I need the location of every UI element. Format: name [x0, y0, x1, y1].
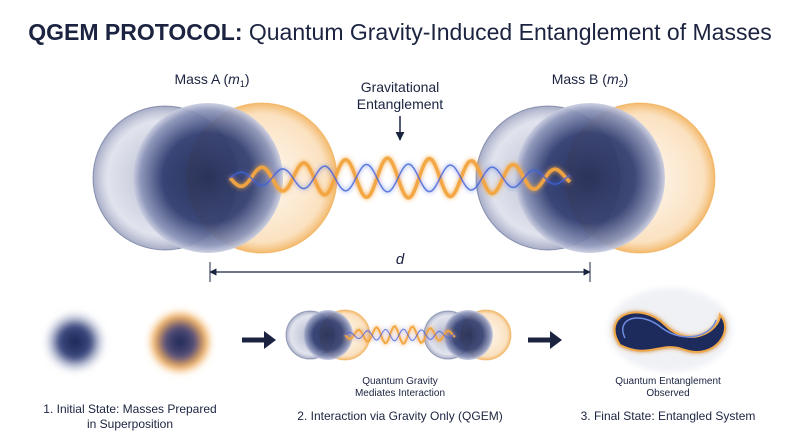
step-1-label-2: in Superposition [87, 417, 173, 431]
mass-a-suffix: ) [245, 71, 250, 87]
step-2-caption-1: Quantum Gravity [362, 376, 438, 387]
step-arrow-head [264, 331, 276, 349]
step-2-label: 2. Interaction via Gravity Only (QGEM) [297, 409, 502, 423]
mass-a-label: Mass A (m1) [174, 71, 249, 89]
entangled-system [608, 288, 732, 372]
mass-b [475, 102, 716, 254]
step-arrow-head [550, 331, 562, 349]
distance-label: d [396, 251, 405, 268]
step-3-label: 3. Final State: Entangled System [581, 409, 756, 423]
blue-mini-wave [344, 328, 456, 342]
mass-a-sphere [133, 103, 283, 253]
step-3-caption-2: Observed [646, 388, 689, 399]
step-3-caption-1: Quantum Entanglement [615, 376, 721, 387]
mass-b-sphere [515, 103, 665, 253]
superposition-b [146, 308, 214, 376]
mass-b-symbol: m [607, 71, 619, 87]
orange-wave [228, 156, 572, 200]
mass-b-label: Mass B (m2) [552, 71, 629, 89]
step-1-label-1: 1. Initial State: Masses Prepared [43, 402, 216, 416]
superposition-a [43, 310, 107, 374]
orange-mini-wave [344, 324, 456, 346]
mass-a-symbol: m [228, 71, 240, 87]
gravitational-wave [228, 156, 572, 200]
blue-wave [229, 163, 571, 193]
mini-wave [344, 324, 456, 346]
mass-a-prefix: Mass A ( [174, 71, 228, 87]
mass-b-prefix: Mass B ( [552, 71, 608, 87]
mass-b-subscript: 2 [619, 79, 624, 89]
mass-a [92, 102, 338, 254]
title-bold: QGEM PROTOCOL: [28, 19, 242, 45]
title: QGEM PROTOCOL: Quantum Gravity-Induced E… [28, 19, 772, 45]
entanglement-label-1: Gravitational [361, 79, 440, 95]
mass-a-subscript: 1 [240, 79, 245, 89]
step-2-caption-2: Mediates Interaction [355, 388, 445, 399]
mass-b-suffix: ) [624, 71, 629, 87]
entanglement-label-2: Entanglement [357, 96, 444, 112]
title-rest: Quantum Gravity-Induced Entanglement of … [242, 19, 771, 45]
